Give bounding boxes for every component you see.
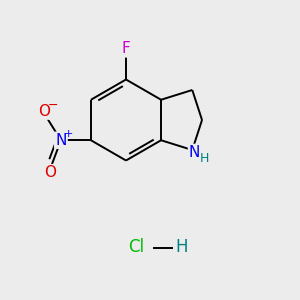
Text: Cl: Cl <box>128 238 145 256</box>
Text: O: O <box>38 104 50 119</box>
Text: N: N <box>55 133 67 148</box>
Text: H: H <box>200 152 209 165</box>
Text: H: H <box>175 238 188 256</box>
Text: −: − <box>48 99 59 112</box>
Text: F: F <box>122 41 130 56</box>
Text: O: O <box>44 165 56 180</box>
Text: +: + <box>63 129 73 139</box>
Text: N: N <box>189 145 200 160</box>
